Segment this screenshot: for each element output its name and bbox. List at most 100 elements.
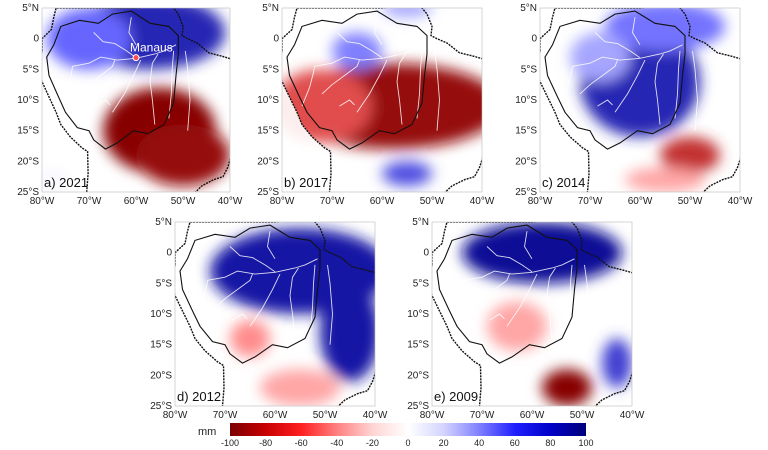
river-line <box>396 53 406 125</box>
anomaly-blob <box>570 32 630 82</box>
coastline-west <box>175 264 225 406</box>
river-line <box>471 273 510 309</box>
lon-label: 50°W <box>171 196 196 207</box>
lon-label: 60°W <box>520 410 545 420</box>
lon-label: 80°W <box>163 410 188 420</box>
map-svg-e: 5°N 0 5°S 10°S 15°S 20°S 25°S80°W 70°W 60°W 50°W 4… <box>407 217 645 420</box>
lat-label: 5°S <box>23 64 40 75</box>
lat-label: 20°S <box>150 370 172 381</box>
river-line <box>597 99 613 107</box>
river-line <box>289 267 299 339</box>
colorbar-tick-label: 0 <box>405 438 411 448</box>
coastline <box>282 8 482 192</box>
panel-label: d) 2012 <box>177 389 221 404</box>
lat-label: 25°S <box>407 401 429 412</box>
colorbar-tick-label: -40 <box>330 438 344 448</box>
anomaly-field <box>175 222 375 406</box>
manaus-marker <box>132 54 140 62</box>
lat-label: 20°S <box>257 156 279 167</box>
river-line <box>632 17 641 46</box>
river-line <box>128 17 137 46</box>
anomaly-blob <box>462 222 622 284</box>
lat-label: 25°S <box>515 187 537 198</box>
lat-label: 5°S <box>413 278 430 289</box>
lat-label: 10°S <box>407 309 429 320</box>
lat-label: 20°S <box>407 370 429 381</box>
lat-label: 10°S <box>515 95 537 106</box>
lon-label: 60°W <box>263 410 288 420</box>
river-line <box>184 50 191 131</box>
anomaly-blob <box>542 369 592 406</box>
river-line <box>327 264 333 345</box>
map-panel-d: 5°N 0 5°S 10°S 15°S 20°S 25°S 80°W 70°W 60°W 50°W 4… <box>140 214 390 420</box>
anomaly-field <box>282 8 482 192</box>
anomaly-blob <box>602 338 632 388</box>
lat-label: 5°S <box>263 64 280 75</box>
river-line <box>464 258 575 281</box>
lat-label: 10°S <box>150 309 172 320</box>
river-line <box>336 32 383 59</box>
map-panel-a: 5°N 0 5°S 10°S 15°S 20°S 25°S 80°W 70°W 60°W 50°W 4… <box>0 0 250 210</box>
lat-label: 15°S <box>257 126 279 137</box>
anomaly-blob <box>320 283 375 382</box>
map-frame <box>539 7 741 193</box>
panel-label: c) 2014 <box>542 175 585 190</box>
colorbar-tick-label: -80 <box>259 438 273 448</box>
colorbar-tick-label: 60 <box>509 438 520 448</box>
panel-label: a) 2021 <box>44 175 88 190</box>
lat-label: 25°S <box>257 187 279 198</box>
coastline <box>540 8 740 192</box>
lon-label: 70°W <box>213 410 238 420</box>
anomaly-blob <box>660 136 720 174</box>
lat-label: 15°S <box>17 126 39 137</box>
river-line <box>451 280 465 321</box>
lat-label: 5°N <box>412 217 429 228</box>
map-frame <box>281 7 483 193</box>
colorbar-tick-label: -20 <box>365 438 379 448</box>
map-frame <box>174 221 376 407</box>
lon-label: 60°W <box>628 196 653 207</box>
river-line <box>674 50 681 119</box>
anomaly-blob <box>625 167 705 192</box>
coastline-west <box>42 50 89 192</box>
river-line <box>584 264 590 345</box>
river-line <box>356 59 388 113</box>
lon-label: 70°W <box>578 196 603 207</box>
river-line <box>72 44 177 67</box>
river-line <box>374 17 383 46</box>
lon-label: 40°W <box>620 410 645 420</box>
lat-label: 15°S <box>150 340 172 351</box>
lon-label: 80°W <box>30 196 55 207</box>
lon-label: 60°W <box>124 196 149 207</box>
basin-boundary <box>179 224 321 364</box>
colorbar-tick-label: 20 <box>438 438 449 448</box>
anomaly-blob <box>332 32 382 70</box>
river-line <box>692 50 698 131</box>
lon-label: 60°W <box>370 196 395 207</box>
panel-label: b) 2017 <box>284 175 328 190</box>
lon-label: 80°W <box>270 196 295 207</box>
river-line <box>524 231 533 260</box>
lat-label: 0 <box>273 34 279 45</box>
lat-label: 0 <box>166 248 172 259</box>
lon-label: 40°W <box>470 196 495 207</box>
river-line <box>506 273 538 327</box>
lat-label: 15°S <box>515 126 537 137</box>
lat-label: 25°S <box>150 401 172 412</box>
map-panel-e: 5°N 0 5°S 10°S 15°S 20°S 25°S 80°W 70°W 60°W 50°W 4… <box>392 214 652 420</box>
lat-label: 5°S <box>521 64 538 75</box>
anomaly-field <box>42 8 230 192</box>
anomaly-blob <box>260 369 340 406</box>
river-line <box>301 66 315 107</box>
lon-label: 80°W <box>420 410 445 420</box>
lat-label: 5°S <box>156 278 173 289</box>
lat-label: 10°S <box>17 95 39 106</box>
colorbar: mm -100 -80 -60 -40 -20 0 20 40 60 80 100 <box>198 423 594 450</box>
river-line <box>434 50 440 131</box>
river-line <box>579 59 618 95</box>
river-line <box>486 246 533 273</box>
map-svg-a: 5°N 0 5°S 10°S 15°S 20°S 25°S80°W 70°W 60°W 50°W 4… <box>17 3 243 207</box>
basin-boundary <box>436 224 578 364</box>
map-svg-c: 5°N 0 5°S 10°S 15°S 20°S 25°S80°W 70°W 60°W 50°W 4… <box>515 3 753 207</box>
river-line <box>168 50 175 119</box>
